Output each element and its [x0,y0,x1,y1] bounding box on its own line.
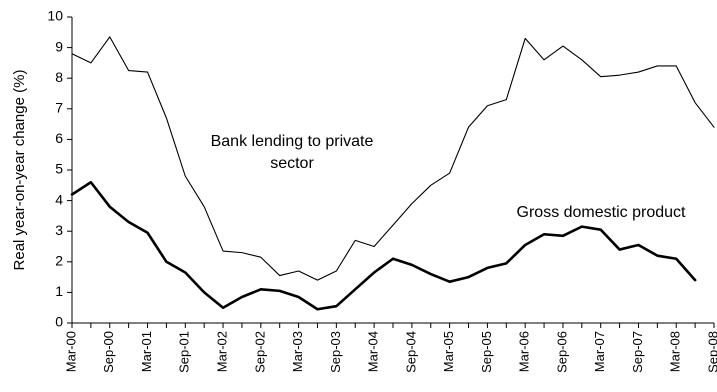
x-tick-label: Mar-04 [366,331,381,372]
series-lines [70,36,715,311]
x-tick-label: Sep-01 [177,331,192,373]
x-tick-label: Mar-06 [517,331,532,372]
y-tick-label: 6 [55,130,63,146]
y-tick-label: 9 [55,38,63,54]
series-line-bank-lending-to-private-sector [71,36,715,281]
x-tick-label: Sep-03 [328,331,343,373]
y-tick-label: 8 [55,69,63,85]
y-tick-label: 7 [55,100,63,116]
x-tick-label: Mar-03 [290,331,305,372]
x-tick-label: Mar-08 [668,331,683,372]
series-annotations: Bank lending to private sector Gross domes… [211,133,686,221]
x-tick-label: Sep-05 [479,331,494,373]
y-tick-label: 5 [55,161,63,177]
x-tick-label: Sep-06 [554,331,569,373]
series-label-0: Bank lending to private sector [211,133,374,172]
x-tick-label: Sep-00 [101,331,116,373]
x-tick-label: Mar-07 [592,331,607,372]
x-tick-label: Sep-07 [630,331,645,373]
y-tick-label: 3 [55,222,63,238]
series-label-1: Gross domestic product [517,204,687,221]
y-axis-title: Real year-on-year change (%) [11,70,28,271]
x-axis: Mar-00 Sep-00 Mar-01 Sep-01 Mar-02 Sep-02 Mar-… [63,322,717,373]
x-tick-label: Sep-04 [403,331,418,373]
y-tick-label: 4 [55,191,63,207]
y-tick-label: 1 [55,283,63,299]
x-tick-label: Sep-02 [252,331,267,373]
x-tick-label: Mar-05 [441,331,456,372]
series-line-gross-domestic-product [70,180,697,311]
x-tick-label: Mar-02 [214,331,229,372]
series-label-line: sector [270,155,314,172]
x-tick-label: Mar-01 [139,331,154,372]
series-label-line: Gross domestic product [517,204,687,221]
x-tick-label: Sep-08 [705,331,717,373]
series-label-line: Bank lending to private [211,133,374,150]
x-tick-label: Mar-00 [63,331,78,372]
y-tick-label: 0 [55,314,63,330]
y-tick-label: 2 [55,253,63,269]
y-axis: 0 1 2 3 4 5 6 7 8 9 10 [47,8,73,330]
y-tick-label: 10 [47,8,63,24]
